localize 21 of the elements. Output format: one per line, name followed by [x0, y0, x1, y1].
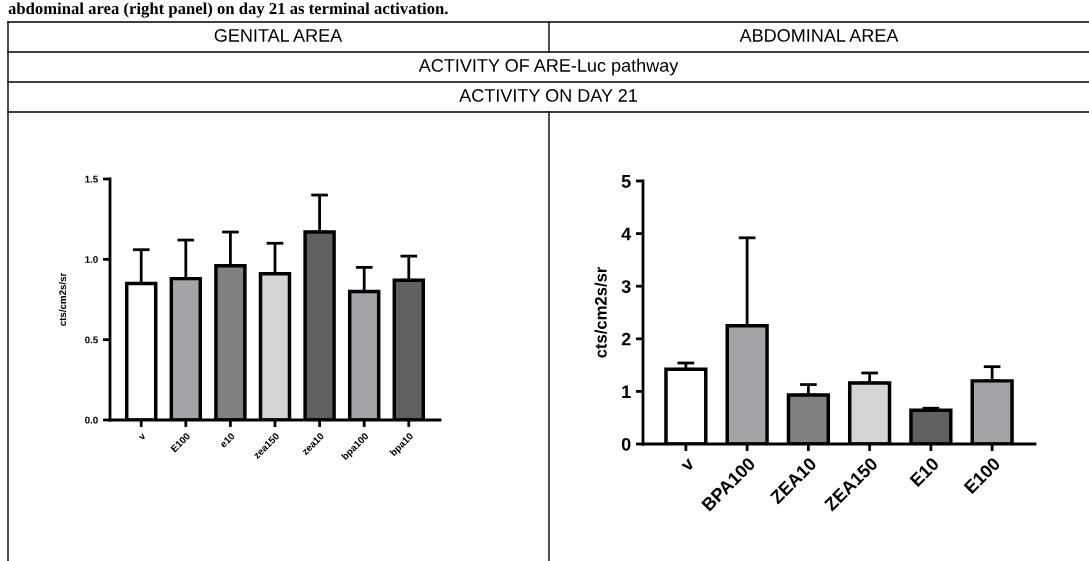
y-tick-label: 5 [621, 175, 631, 188]
text: ACTIVITY OF ARE-Luc pathway [418, 58, 679, 76]
y-axis-title: cts/cm2s/sr [594, 266, 607, 358]
x-tick-label: v [681, 458, 696, 473]
y-tick-label: 1 [622, 385, 631, 398]
y-tick-label: 4 [621, 227, 632, 241]
chart-title: GENITAL AREA [214, 29, 343, 42]
y-axis-title: cts/cm2s/sr [58, 272, 67, 326]
y-tick-label: 0.0 [85, 416, 98, 424]
text: abdominal area (right panel) on day 21 as terminal activation. [8, 2, 448, 18]
x-tick-label: e10 [219, 432, 236, 449]
x-tick-label: v [138, 433, 147, 441]
y-tick-label: 1.5 [85, 175, 98, 183]
y-tick-label: 0 [621, 437, 631, 451]
y-tick-label: 0.5 [85, 336, 98, 344]
y-tick-label: 2 [621, 332, 631, 346]
text: ACTIVITY ON DAY 21 [459, 89, 637, 102]
chart-title: ABDOMINAL AREA [739, 29, 899, 42]
x-tick-label: E10 [909, 456, 940, 488]
y-tick-label: 3 [621, 280, 631, 293]
y-tick-label: 1.0 [85, 256, 98, 263]
